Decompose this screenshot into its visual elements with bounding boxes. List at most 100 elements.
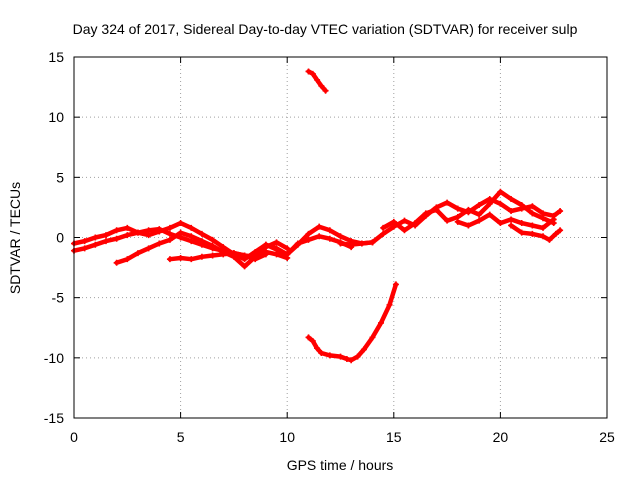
data-point bbox=[369, 239, 376, 246]
data-point bbox=[550, 216, 557, 223]
data-point bbox=[294, 240, 301, 247]
data-point bbox=[113, 259, 120, 266]
data-point bbox=[354, 353, 361, 360]
data-point bbox=[262, 241, 269, 248]
data-point bbox=[166, 256, 173, 263]
axis-ticks: 0 5 10 15 20 25 -15 -10 -5 0 5 10 15 bbox=[44, 49, 615, 445]
data-point bbox=[518, 202, 525, 209]
data-point bbox=[220, 251, 227, 258]
data-point bbox=[433, 206, 440, 213]
data-point bbox=[444, 199, 451, 206]
data-point bbox=[113, 227, 120, 234]
data-point bbox=[552, 230, 559, 237]
data-point bbox=[444, 217, 451, 224]
data-point bbox=[390, 218, 397, 225]
data-point bbox=[230, 250, 237, 257]
data-point bbox=[314, 76, 321, 83]
series-track-h bbox=[455, 212, 556, 231]
data-point bbox=[348, 357, 355, 364]
data-point bbox=[497, 188, 504, 195]
y-tick-label: -10 bbox=[44, 350, 64, 366]
data-point bbox=[113, 235, 120, 242]
data-point bbox=[145, 245, 152, 252]
data-point bbox=[465, 222, 472, 229]
data-point bbox=[529, 210, 536, 217]
data-point bbox=[284, 245, 291, 252]
data-point bbox=[529, 222, 536, 229]
data-point bbox=[81, 238, 88, 245]
data-point bbox=[540, 224, 547, 231]
data-point bbox=[401, 227, 408, 234]
data-point bbox=[102, 238, 109, 245]
data-point bbox=[309, 70, 316, 77]
data-point bbox=[309, 337, 316, 344]
data-point bbox=[508, 208, 515, 215]
data-point bbox=[337, 353, 344, 360]
x-tick-label: 5 bbox=[177, 429, 185, 445]
data-point bbox=[386, 301, 393, 308]
data-point bbox=[145, 227, 152, 234]
data-point bbox=[529, 230, 536, 237]
data-point bbox=[401, 217, 408, 224]
x-tick-label: 0 bbox=[70, 429, 78, 445]
data-point bbox=[546, 236, 553, 243]
data-point bbox=[134, 229, 141, 236]
data-point bbox=[166, 224, 173, 231]
data-point bbox=[337, 233, 344, 240]
data-point bbox=[241, 263, 248, 270]
x-tick-label: 10 bbox=[279, 429, 295, 445]
data-point bbox=[508, 222, 515, 229]
data-point bbox=[380, 224, 387, 231]
data-point bbox=[209, 252, 216, 259]
data-point bbox=[518, 220, 525, 227]
data-point bbox=[454, 218, 461, 225]
data-point bbox=[348, 241, 355, 248]
data-point bbox=[465, 206, 472, 213]
data-point bbox=[392, 281, 399, 288]
data-point bbox=[497, 220, 504, 227]
data-point bbox=[343, 356, 350, 363]
data-point bbox=[81, 245, 88, 252]
data-point bbox=[156, 226, 163, 233]
x-axis-label: GPS time / hours bbox=[287, 457, 394, 473]
data-point bbox=[305, 230, 312, 237]
data-point bbox=[529, 203, 536, 210]
data-point bbox=[540, 215, 547, 222]
data-point bbox=[124, 256, 131, 263]
data-point bbox=[326, 352, 333, 359]
data-point bbox=[337, 240, 344, 247]
data-point bbox=[305, 236, 312, 243]
y-tick-label: 10 bbox=[48, 109, 64, 125]
data-point bbox=[262, 251, 269, 258]
data-point bbox=[322, 87, 329, 94]
data-point bbox=[326, 235, 333, 242]
data-point bbox=[209, 236, 216, 243]
data-point bbox=[369, 334, 376, 341]
data-point bbox=[284, 251, 291, 258]
y-tick-label: 15 bbox=[48, 49, 64, 65]
data-point bbox=[518, 229, 525, 236]
data-point bbox=[358, 240, 365, 247]
x-tick-label: 15 bbox=[386, 429, 402, 445]
x-tick-label: 20 bbox=[493, 429, 509, 445]
data-point bbox=[318, 82, 325, 89]
data-point bbox=[273, 245, 280, 252]
series-track-d bbox=[167, 250, 269, 262]
data-point bbox=[557, 227, 564, 234]
data-point bbox=[102, 232, 109, 239]
y-tick-label: 0 bbox=[56, 230, 64, 246]
data-point bbox=[326, 227, 333, 234]
data-point bbox=[92, 241, 99, 248]
y-tick-label: -15 bbox=[44, 410, 64, 426]
data-point bbox=[177, 254, 184, 261]
y-tick-label: -5 bbox=[52, 290, 65, 306]
data-point bbox=[540, 233, 547, 240]
y-tick-label: 5 bbox=[56, 169, 64, 185]
data-point bbox=[188, 256, 195, 263]
data-point bbox=[476, 217, 483, 224]
y-axis-label: SDTVAR / TECUs bbox=[7, 182, 23, 294]
data-point bbox=[273, 239, 280, 246]
data-point bbox=[124, 224, 131, 231]
data-point bbox=[156, 240, 163, 247]
